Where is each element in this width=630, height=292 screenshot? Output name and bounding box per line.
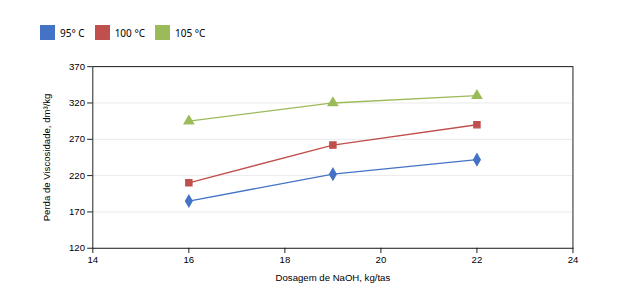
svg-text:170: 170 xyxy=(69,206,85,217)
html-text:95° C: 95° C xyxy=(60,25,85,40)
svg-text:22: 22 xyxy=(472,254,483,265)
svg-text:20: 20 xyxy=(376,254,387,265)
svg-text:Dosagem de NaOH, kg/tas: Dosagem de NaOH, kg/tas xyxy=(276,272,391,283)
svg-text:Perda de Viscosidade, dm³/kg: Perda de Viscosidade, dm³/kg xyxy=(41,94,52,222)
svg-text:24: 24 xyxy=(568,254,579,265)
svg-text:16: 16 xyxy=(184,254,195,265)
svg-text:120: 120 xyxy=(69,242,85,253)
svg-text:14: 14 xyxy=(87,254,98,265)
svg-text:370: 370 xyxy=(69,61,85,72)
svg-text:270: 270 xyxy=(69,133,85,144)
svg-text:320: 320 xyxy=(69,97,85,108)
html-text:100 °C: 100 °C xyxy=(114,25,145,40)
svg-text:18: 18 xyxy=(280,254,291,265)
html-text:105 °C: 105 °C xyxy=(175,25,206,40)
svg-text:220: 220 xyxy=(69,170,85,181)
